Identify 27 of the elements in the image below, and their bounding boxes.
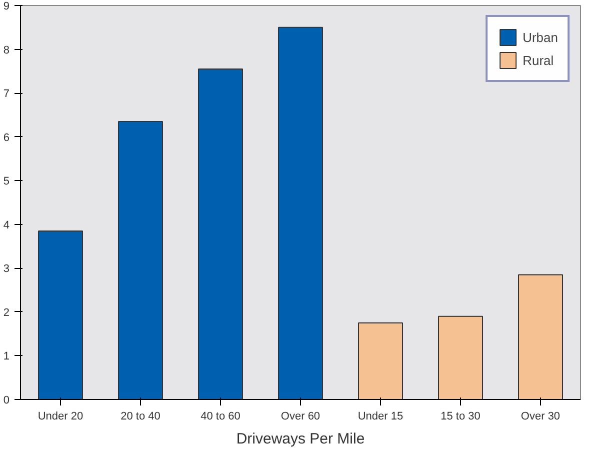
bar (278, 26, 323, 400)
x-axis-title: Driveways Per Mile (236, 430, 365, 448)
bar (358, 322, 403, 400)
y-tick-label: 1 (3, 350, 10, 363)
y-tick-label: 9 (3, 0, 10, 12)
y-tick-label: 2 (3, 306, 10, 319)
y-tick-label: 3 (3, 263, 10, 276)
y-tick-label: 7 (3, 88, 10, 100)
x-tick-label: Over 30 (520, 410, 560, 422)
x-tick-label: Under 20 (38, 410, 84, 422)
x-tick-label: Under 15 (358, 410, 404, 422)
x-tick-label: 20 to 40 (120, 410, 160, 422)
bar (518, 274, 563, 400)
legend-label: Rural (522, 52, 554, 68)
bar (438, 316, 483, 400)
bar (38, 230, 83, 400)
x-tick-label: 40 to 60 (200, 410, 240, 422)
y-tick-label: 8 (3, 44, 10, 56)
y-tick-label: 4 (3, 219, 10, 232)
bar (198, 68, 243, 400)
y-tick-label: 5 (3, 176, 10, 188)
y-tick-label: 0 (3, 394, 10, 406)
bar (118, 121, 163, 400)
x-tick-label: Over 60 (280, 410, 320, 422)
x-tick-label: 15 to 30 (440, 410, 480, 422)
legend-label: Urban (522, 30, 558, 44)
y-tick-label: 6 (3, 132, 10, 144)
